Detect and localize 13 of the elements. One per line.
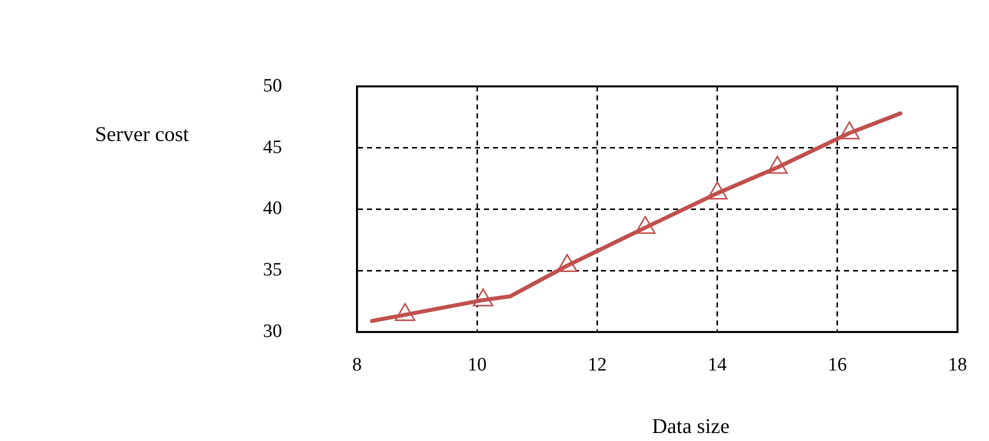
y-tick-label: 45: [263, 136, 282, 158]
y-tick-label: 30: [263, 320, 282, 342]
y-axis-title: Server cost: [95, 122, 189, 147]
y-tick-label: 50: [263, 75, 282, 96]
x-tick-label: 8: [352, 354, 362, 376]
x-tick-label: 10: [468, 354, 487, 376]
y-tick-label: 40: [263, 198, 282, 220]
x-tick-label: 18: [948, 354, 967, 376]
y-tick-label: 35: [263, 260, 282, 281]
x-tick-label: 16: [828, 354, 847, 376]
x-tick-label: 14: [708, 354, 728, 376]
x-axis-title: Data size: [652, 414, 730, 439]
x-tick-label: 12: [588, 354, 607, 376]
